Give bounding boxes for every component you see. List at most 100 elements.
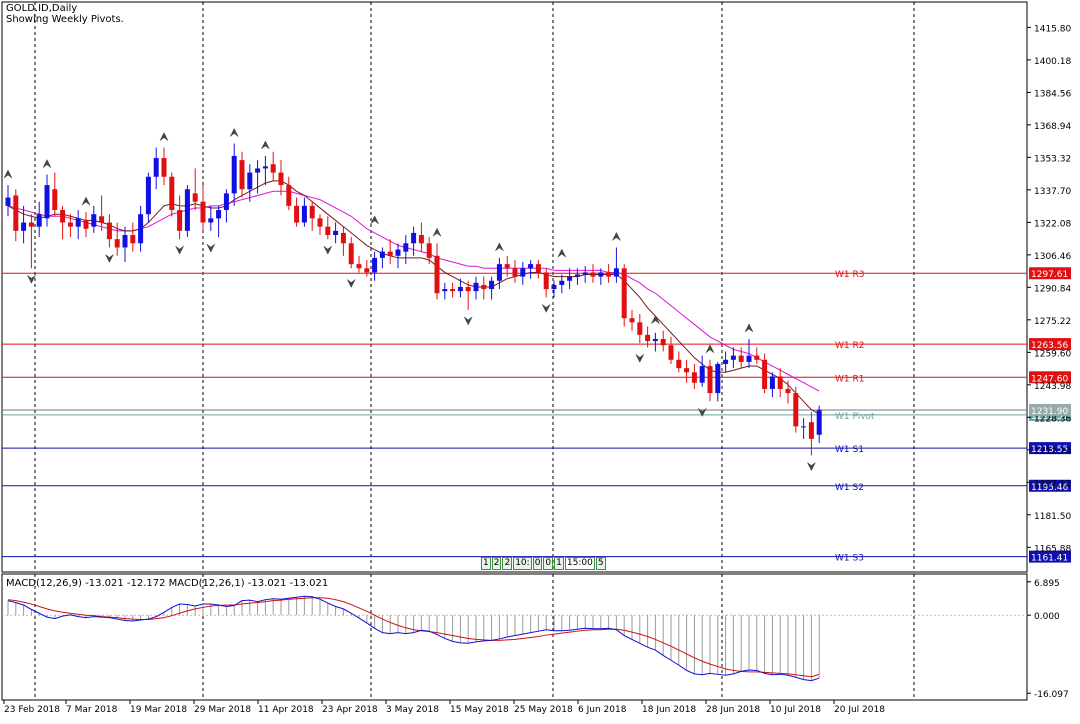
candle-body [255, 168, 261, 173]
candle-body [325, 226, 331, 235]
price-axis-label: 1353.32 [1034, 154, 1071, 164]
candle-body [216, 210, 222, 219]
candle-body [606, 272, 612, 277]
candle-body [684, 368, 690, 373]
fractal-up-arrow-icon [432, 227, 442, 237]
fractal-up-arrow-icon [651, 315, 660, 324]
candle-body [379, 251, 385, 258]
time-axis-label: 28 Jun 2018 [706, 705, 760, 715]
timeframe-button[interactable]: 2 [502, 557, 513, 570]
macd-signal-line [7, 597, 820, 678]
macd-axis-label: -16.097 [1034, 690, 1069, 700]
candle-body [145, 176, 151, 215]
candle-body [161, 158, 167, 177]
candle-body [356, 264, 362, 269]
fractal-markers [3, 127, 816, 472]
timeframe-button[interactable]: 10: [513, 557, 532, 570]
pivot-price-tag-text: 1213.55 [1031, 445, 1068, 455]
macd-subwindow: 6.895 0.000 -16.097 [2, 579, 1069, 700]
candle-body [60, 210, 66, 223]
time-axis-label: 20 Jul 2018 [834, 705, 885, 715]
pivot-price-tag-text: 1247.60 [1031, 374, 1068, 384]
candle-body [520, 268, 526, 277]
candle-body [364, 268, 370, 273]
candle-body [738, 355, 744, 362]
candle-body [450, 289, 456, 292]
pivot-label: W1 S1 [835, 445, 864, 455]
pivot-label: W1 S3 [835, 554, 864, 564]
current-price-tag [1029, 403, 1071, 416]
candle-body [457, 287, 463, 292]
candle-body [184, 189, 190, 231]
timeframe-button[interactable]: 15:00 [564, 557, 595, 570]
candle-body [730, 355, 736, 360]
price-axis-label: 1415.80 [1034, 24, 1071, 34]
candle-body [309, 205, 315, 219]
price-axis-label: 1212.74 [1034, 447, 1071, 457]
fractal-up-arrow-icon [705, 344, 715, 354]
price-axis: 1415.80 1400.18 1384.56 1368.94 1353.32 1337.… [1027, 24, 1071, 554]
candle-body [223, 193, 229, 211]
candle-body [660, 339, 666, 346]
fractal-up-arrow-icon [42, 159, 52, 168]
timeframe-button[interactable]: 1 [554, 557, 564, 570]
candle-body [777, 376, 783, 389]
price-axis-label: 1290.84 [1034, 284, 1071, 294]
candle-body [418, 234, 424, 244]
time-axis-label: 11 Apr 2018 [258, 705, 314, 715]
candle-body [44, 185, 50, 219]
price-axis-label: 1400.18 [1034, 57, 1071, 67]
candle-body [13, 195, 19, 231]
timeframe-button[interactable]: 2 [491, 557, 502, 570]
candle-body [535, 264, 541, 273]
fractal-down-arrow-icon [105, 254, 114, 264]
macd-axis-label: 6.895 [1034, 579, 1060, 589]
candle-body [270, 164, 276, 173]
pivot-label: W1 R3 [835, 270, 864, 280]
candle-body [411, 232, 417, 244]
candle-body [465, 287, 471, 292]
candle-body [676, 359, 682, 369]
candle-body [489, 280, 495, 290]
candle-body [91, 214, 97, 227]
candle-body [28, 222, 34, 227]
candle-body [473, 282, 479, 292]
pivot-price-tag-text: 1229.51 [1031, 412, 1068, 422]
candle-body [239, 160, 245, 190]
candle-body [699, 366, 705, 383]
candle-body [574, 274, 580, 277]
time-axis-label: 29 Mar 2018 [194, 705, 251, 715]
candle-body [567, 276, 573, 281]
current-price-tag-text: 1231.90 [1031, 407, 1068, 417]
price-axis-label: 1306.46 [1034, 252, 1071, 262]
candle-body [395, 249, 401, 256]
candle-body [754, 355, 760, 360]
fractal-up-arrow-icon [261, 140, 270, 150]
timeframe-button[interactable]: 1 [481, 557, 491, 570]
candlesticks [5, 143, 822, 456]
candle-body [247, 172, 253, 190]
fractal-up-arrow-icon [612, 231, 621, 241]
candle-body [559, 280, 565, 285]
candle-body [67, 222, 73, 227]
candle-body [301, 205, 307, 223]
candle-body [192, 193, 198, 202]
candle-body [769, 376, 775, 389]
candle-body [21, 222, 27, 231]
candle-body [629, 318, 635, 323]
timeframe-button[interactable]: 0 [543, 557, 554, 570]
candle-body [707, 366, 713, 394]
fractal-up-arrow-icon [81, 196, 91, 206]
candle-body [106, 222, 112, 240]
timeframe-button[interactable]: 5 [595, 557, 606, 570]
fractal-down-arrow-icon [323, 245, 333, 255]
timeframe-button[interactable]: 0 [532, 557, 543, 570]
pivot-price-tag-text: 1263.56 [1031, 341, 1068, 351]
candle-body [645, 334, 651, 342]
fractal-up-arrow-icon [229, 127, 239, 137]
candle-body [481, 284, 487, 290]
time-axis-label: 3 May 2018 [386, 705, 439, 715]
time-axis-label: 19 Mar 2018 [130, 705, 187, 715]
